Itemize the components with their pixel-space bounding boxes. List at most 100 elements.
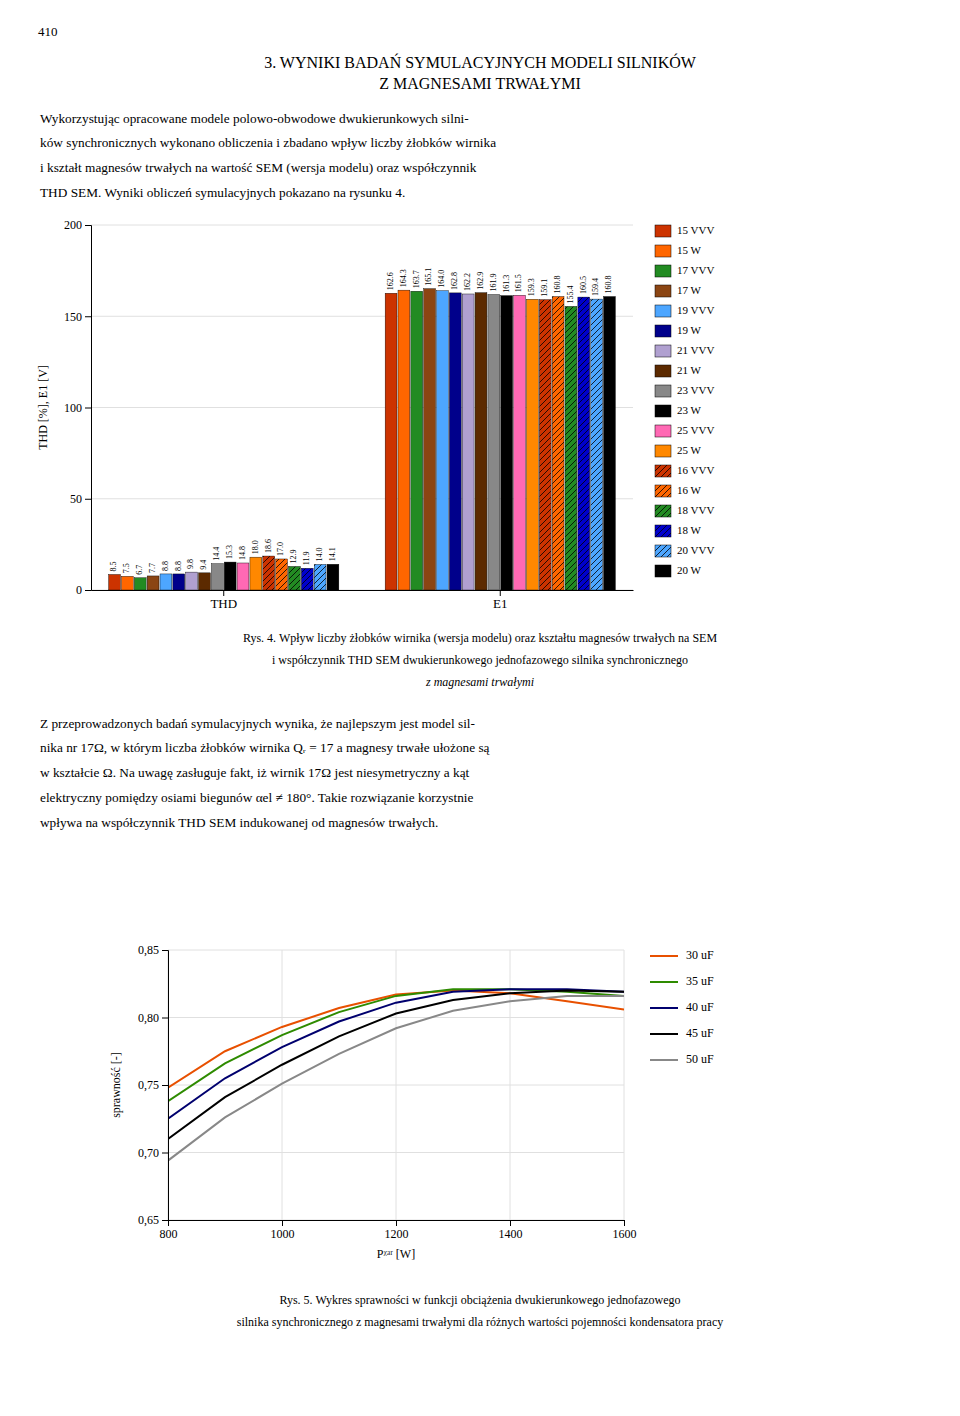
data-label: 159.1 [540,279,549,297]
tick-label: 1000 [271,1227,295,1241]
tick-mark [162,1220,168,1221]
line [168,996,624,1161]
data-label: 161.5 [514,274,523,292]
data-label: 6.7 [135,565,144,575]
tick-label: 100 [64,401,82,415]
grid-line [510,950,511,1220]
legend-label: 25 W [677,444,702,456]
legend-swatch [655,325,671,337]
bar [121,576,133,590]
x-axis-tick: 800 [160,1220,178,1241]
bar [109,574,121,590]
bar [604,297,616,590]
caption-line: i współczynnik THD SEM dwukierunkowego j… [272,653,688,667]
legend-swatch [655,245,671,257]
bar-chart: 8.5162.67.5164.36.7163.77.7165.18.8164.0… [36,218,714,611]
grid-line [396,950,397,1220]
bars [109,289,616,590]
legend-swatch [655,505,671,517]
data-label: 7.7 [148,563,157,573]
tick-mark [168,1220,169,1226]
legend-swatch [655,305,671,317]
tick-label: 0,75 [138,1078,159,1092]
paragraph-line: Wykorzystując opracowane modele polowo-o… [40,111,469,126]
grid-line [91,498,633,499]
tick-label: 200 [64,218,82,232]
bar [424,289,436,590]
data-labels: 8.5162.67.5164.36.7163.77.7165.18.8164.0… [109,268,613,575]
tick-label: 0,80 [138,1011,159,1025]
page-number: 410 [38,24,58,39]
line [168,991,624,1140]
legend-item: 20 VVV [655,544,714,557]
legend-swatch [655,385,671,397]
legend-swatch [655,225,671,237]
x-axis-title: Pᵡᵃʳ [W] [377,1247,415,1261]
bar [565,306,577,590]
tick-label: 1600 [613,1227,637,1241]
tick-label: 50 [70,492,82,506]
legend-label: 23 VVV [677,384,714,396]
bar [488,295,500,590]
legend-swatch [650,981,678,983]
bar [263,556,275,590]
bar [449,293,461,590]
x-axis-tick: 1600 [613,1220,637,1241]
y-axis-title: THD [%], E1 [V] [36,365,50,450]
legend-item: 16 VVV [655,464,714,477]
data-label: 162.8 [450,272,459,290]
line [168,989,624,1119]
bar [224,562,236,590]
paragraph-line: Z przeprowadzonych badań symulacyjnych w… [40,716,475,731]
legend-swatch [655,525,671,537]
legend-swatch [655,365,671,377]
legend-item: 16 W [655,484,702,497]
bar [301,568,313,590]
paragraph-line: nika nr 17Ω, w którym liczba żłobków wir… [40,740,491,755]
data-label: 163.7 [412,270,421,288]
legend-swatch [655,545,671,557]
paragraph-line: w kształcie Ω. Na uwagę zasługuje fakt, … [40,765,470,780]
tick-mark [85,225,91,226]
bar [501,296,513,590]
axis-line [85,226,92,591]
bar [288,566,300,590]
tick-label: 150 [64,310,82,324]
legend-swatch [655,265,671,277]
y-axis-tick: 0 [76,583,91,597]
legend-label: 50 uF [686,1052,714,1066]
x-axis-tick: 1000 [271,1220,295,1241]
data-label: 162.6 [386,272,395,290]
data-label: 18.6 [264,539,273,553]
bar [514,295,526,590]
legend-item: 18 W [655,524,702,537]
legend-label: 17 VVV [677,264,714,276]
bar [173,574,185,590]
tick-label: 800 [160,1227,178,1241]
tick-label: 0 [76,583,82,597]
tick-mark [500,590,501,596]
tick-label: 1400 [499,1227,523,1241]
tick-mark [85,408,91,409]
grid-line [91,225,633,226]
tick-label: E1 [493,596,507,611]
grid-line [91,407,633,408]
axis-line [169,1221,625,1227]
legend-item: 15 W [655,244,702,257]
legend-swatch [655,485,671,497]
grid-line [624,950,625,1220]
legend-label: 45 uF [686,1026,714,1040]
bar [211,564,223,590]
legend-item: 40 uF [650,1000,714,1014]
legend-label: 40 uF [686,1000,714,1014]
caption-line: Rys. 4. Wpływ liczby żłobków wirnika (we… [243,631,718,645]
bar [539,300,551,590]
legend-label: 16 VVV [677,464,714,476]
y-axis-tick: 0,85 [138,943,168,957]
data-label: 17.0 [276,542,285,556]
legend-label: 18 VVV [677,504,714,516]
bar [437,291,449,590]
legend-item: 17 VVV [655,264,714,277]
paragraph-line: ków synchronicznych wykonano obliczenia … [40,135,496,150]
bar [462,294,474,590]
